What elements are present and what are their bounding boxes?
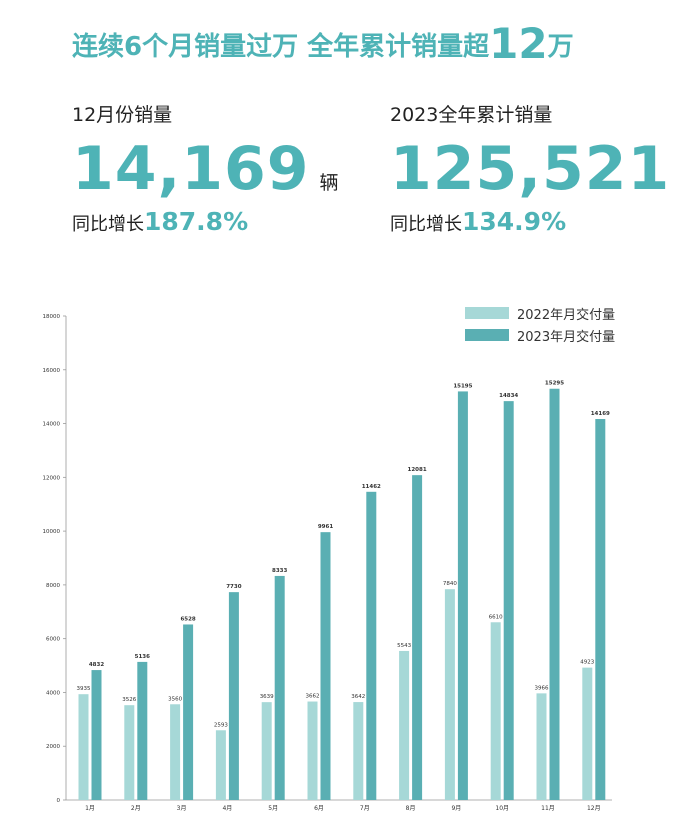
- bar-2023: [274, 575, 285, 800]
- data-label: 3642: [351, 694, 365, 700]
- bar-2023: [183, 624, 194, 800]
- bar-2023: [228, 592, 239, 800]
- bar-2022: [536, 693, 547, 800]
- bar-2022: [307, 701, 318, 800]
- legend-label: 2022年月交付量: [517, 307, 616, 323]
- stat-value: 14,169: [72, 134, 310, 204]
- growth-value: 134.9%: [462, 207, 567, 236]
- bar-2023: [549, 388, 560, 800]
- bar-2022: [353, 702, 364, 800]
- stat-growth: 同比增长134.9%: [390, 207, 674, 236]
- headline: 连续6个月销量过万 全年累计销量超12万: [72, 22, 574, 69]
- bar-2023: [366, 491, 377, 800]
- data-label: 15195: [453, 383, 472, 389]
- bar-2022: [215, 730, 226, 800]
- data-label: 8333: [272, 568, 287, 574]
- data-label: 15295: [545, 381, 564, 387]
- bar-2023: [595, 419, 606, 800]
- data-label: 6610: [489, 614, 503, 620]
- data-label: 3560: [168, 696, 182, 702]
- data-label: 7840: [443, 581, 457, 587]
- y-tick-label: 6000: [46, 637, 60, 643]
- bar-2023: [137, 661, 148, 800]
- stat-value: 125,521: [390, 134, 671, 204]
- stat-label: 12月份销量: [72, 104, 173, 126]
- x-tick-label: 1月: [85, 805, 95, 812]
- data-label: 2593: [214, 722, 228, 728]
- headline-text: 连续6个月销量过万 全年累计销量超: [72, 32, 490, 62]
- y-tick-label: 14000: [43, 422, 61, 428]
- bar-2022: [399, 650, 410, 800]
- y-tick-label: 12000: [43, 475, 61, 481]
- bar-2023: [457, 391, 468, 800]
- bar-2023: [91, 670, 102, 800]
- y-tick-label: 10000: [43, 529, 61, 535]
- y-tick-label: 4000: [46, 690, 60, 696]
- x-tick-label: 4月: [222, 805, 232, 812]
- y-tick-label: 0: [57, 798, 61, 804]
- bar-2023: [503, 401, 514, 800]
- x-tick-label: 8月: [406, 805, 416, 812]
- legend-swatch-2023: [465, 329, 509, 341]
- bar-2022: [124, 705, 135, 800]
- legend-item-2022: 2022年月交付量: [465, 302, 615, 324]
- x-tick-label: 11月: [541, 805, 555, 812]
- data-label: 12081: [408, 467, 427, 473]
- bar-2022: [261, 702, 272, 800]
- stat-unit: 辆: [319, 172, 339, 194]
- bar-2022: [444, 589, 455, 800]
- data-label: 7730: [226, 584, 241, 590]
- bar-2023: [412, 475, 423, 800]
- stat-label: 2023全年累计销量: [390, 104, 553, 126]
- growth-label: 同比增长: [390, 214, 462, 235]
- stat-annual: 2023全年累计销量 125,521辆 同比增长134.9%: [390, 100, 674, 236]
- bar-chart: 0 2000 4000 6000 8000 10000 12000 14000 16000 180…: [43, 314, 612, 812]
- data-label: 5136: [135, 654, 150, 660]
- x-tick-label: 5月: [268, 805, 278, 812]
- bar-2022: [582, 667, 593, 800]
- data-label: 3935: [77, 686, 91, 692]
- x-tick-label: 6月: [314, 805, 324, 812]
- headline-number: 12: [489, 19, 548, 68]
- growth-label: 同比增长: [72, 214, 144, 235]
- data-label: 5543: [397, 643, 411, 649]
- legend: 2022年月交付量 2023年月交付量: [465, 302, 615, 346]
- bar-2022: [490, 622, 501, 800]
- data-label: 14834: [499, 393, 518, 399]
- bar-2022: [78, 694, 89, 800]
- data-label: 3639: [260, 694, 274, 700]
- x-tick-label: 10月: [495, 805, 509, 812]
- data-label: 6528: [180, 616, 195, 622]
- bar-2023: [320, 532, 331, 800]
- y-tick-label: 16000: [43, 368, 61, 374]
- data-label: 4923: [580, 660, 594, 666]
- headline-suffix: 万: [547, 32, 574, 62]
- growth-value: 187.8%: [144, 207, 249, 236]
- y-tick-label: 8000: [46, 583, 60, 589]
- data-label: 11462: [362, 484, 381, 490]
- data-label: 3966: [535, 685, 549, 691]
- legend-label: 2023年月交付量: [517, 329, 616, 345]
- legend-item-2023: 2023年月交付量: [465, 324, 615, 346]
- x-tick-label: 7月: [360, 805, 370, 812]
- data-label: 9961: [318, 524, 333, 530]
- data-label: 14169: [591, 411, 610, 417]
- x-tick-label: 9月: [451, 805, 461, 812]
- data-label: 4832: [89, 662, 104, 668]
- x-tick-label: 12月: [587, 805, 601, 812]
- x-tick-label: 2月: [131, 805, 141, 812]
- bar-2022: [170, 704, 181, 800]
- data-label: 3662: [306, 694, 320, 700]
- stat-growth: 同比增长187.8%: [72, 207, 339, 236]
- stat-december: 12月份销量 14,169 辆 同比增长187.8%: [72, 100, 339, 236]
- y-tick-label: 2000: [46, 744, 60, 750]
- y-tick-label: 18000: [43, 314, 61, 320]
- x-tick-label: 3月: [177, 805, 187, 812]
- legend-swatch-2022: [465, 307, 509, 319]
- data-label: 3526: [122, 697, 136, 703]
